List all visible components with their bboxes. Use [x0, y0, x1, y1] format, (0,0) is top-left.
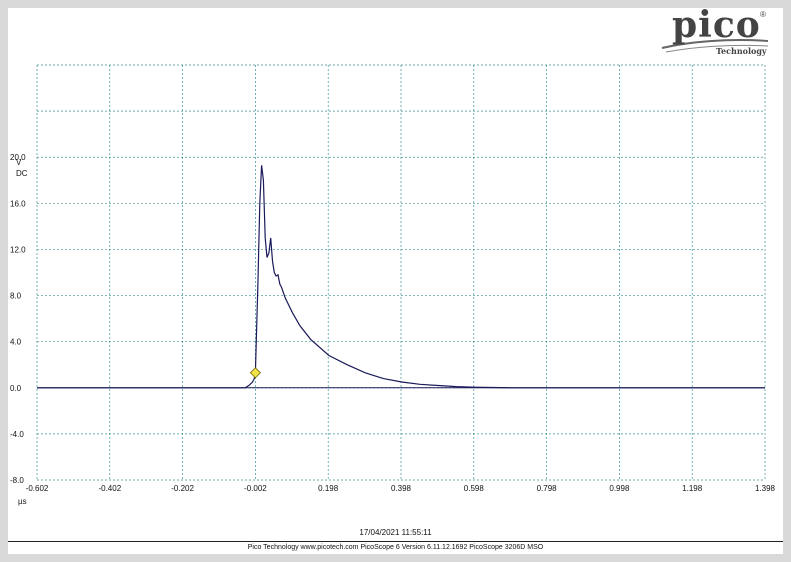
- logo-subtitle: Technology: [716, 46, 767, 56]
- voltage-trace: [37, 165, 765, 389]
- footer-divider: [8, 541, 783, 542]
- y-axis-coupling: DC: [16, 169, 28, 178]
- x-tick-label: -0.602: [26, 484, 49, 493]
- x-tick-label: 1.198: [682, 484, 703, 493]
- x-tick-label: -0.202: [171, 484, 194, 493]
- footer-info: Pico Technology www.picotech.com PicoSco…: [247, 544, 544, 551]
- x-tick-label: 0.998: [609, 484, 630, 493]
- pico-technology-logo: pico ® Technology: [658, 4, 773, 60]
- y-tick-label: 16.0: [10, 199, 26, 208]
- y-tick-label: 8.0: [10, 292, 22, 301]
- y-axis-unit: V: [16, 158, 22, 167]
- y-tick-label: 4.0: [10, 338, 22, 347]
- y-tick-label: 20.0: [10, 153, 26, 162]
- logo-wordmark: pico: [672, 4, 761, 46]
- y-axis-ticks: 20.0 16.0 12.0 8.0 4.0 0.0 -4.0 -8.0: [10, 153, 26, 485]
- logo-registered-mark: ®: [760, 10, 766, 19]
- x-axis-unit: µs: [18, 497, 27, 506]
- x-tick-label: 0.598: [464, 484, 485, 493]
- y-tick-label: 12.0: [10, 245, 26, 254]
- scope-printout: pico ® Technology 20.0 16.0 12.0 8.0 4.0 0.0 -…: [8, 4, 783, 554]
- x-tick-label: 0.798: [537, 484, 558, 493]
- capture-timestamp: 17/04/2021 11:55:11: [359, 528, 432, 537]
- x-axis-ticks: -0.602 -0.402 -0.202 -0.002 0.198 0.398 0.598 0…: [26, 484, 776, 493]
- x-tick-label: -0.402: [98, 484, 121, 493]
- chart-grid: [36, 64, 766, 481]
- x-tick-label: 1.398: [755, 484, 776, 493]
- logo-swoosh-icon: [661, 39, 769, 53]
- oscilloscope-chart: 20.0 16.0 12.0 8.0 4.0 0.0 -4.0 -8.0 -0.602 -0.4…: [10, 64, 776, 506]
- x-tick-label: -0.002: [244, 484, 267, 493]
- trigger-marker: [249, 367, 261, 379]
- x-tick-label: 0.398: [391, 484, 412, 493]
- y-tick-label: 0.0: [10, 384, 22, 393]
- y-tick-label: -4.0: [10, 430, 24, 439]
- y-tick-label: -8.0: [10, 476, 24, 485]
- x-tick-label: 0.198: [318, 484, 339, 493]
